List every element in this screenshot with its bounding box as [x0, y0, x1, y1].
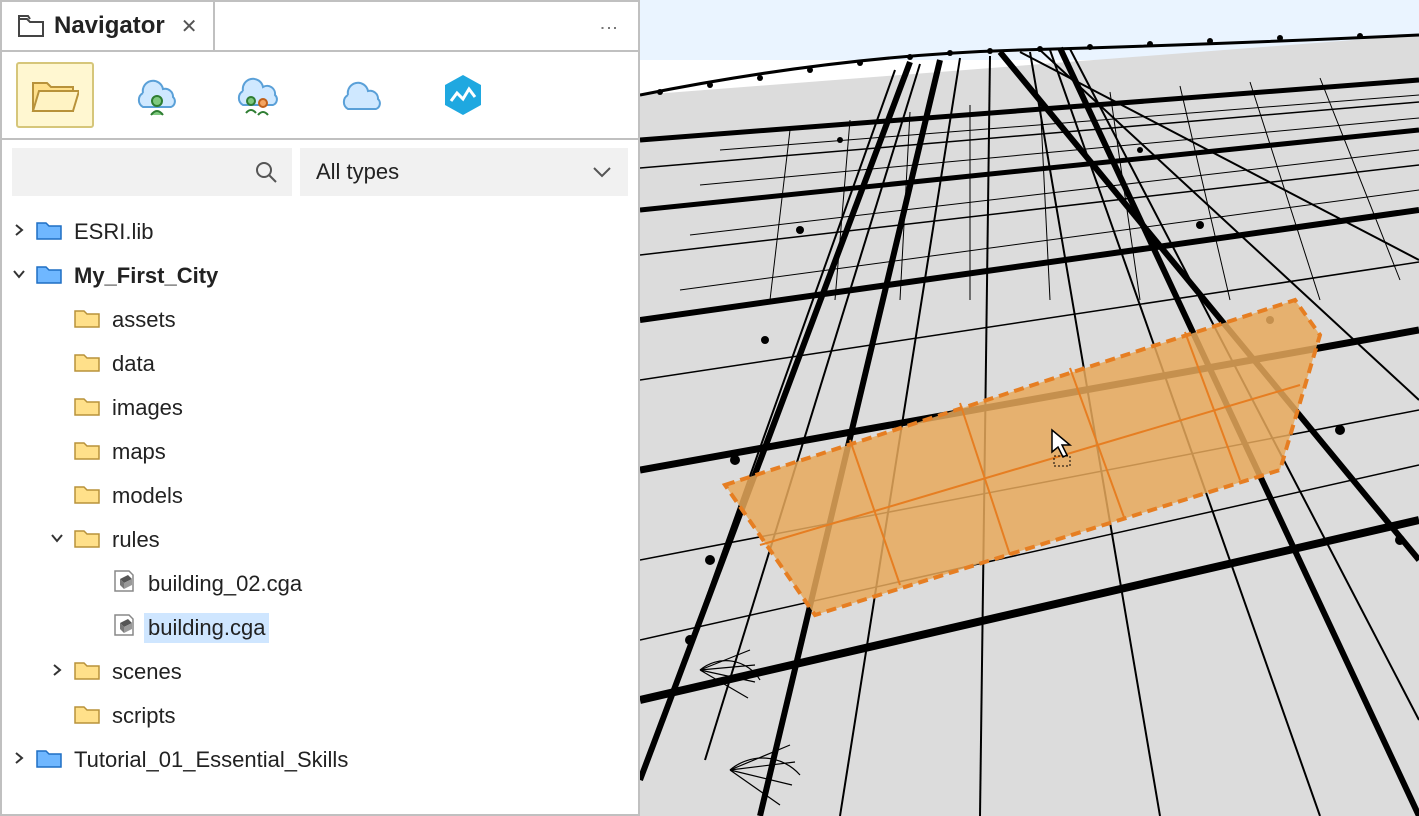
- tree-item-tutorial-01-essential-skills[interactable]: Tutorial_01_Essential_Skills: [10, 738, 630, 782]
- tree-item-images[interactable]: images: [10, 386, 630, 430]
- tree-label: models: [108, 481, 187, 511]
- tree-label: building.cga: [144, 613, 269, 643]
- tree-item-models[interactable]: models: [10, 474, 630, 518]
- cloud-person-button[interactable]: [118, 62, 196, 128]
- folder-yellow-icon: [74, 438, 100, 466]
- tab-title: Navigator: [54, 12, 165, 40]
- chevron-down-icon: [592, 165, 612, 179]
- tree-item-scripts[interactable]: scripts: [10, 694, 630, 738]
- folder-blue-icon: [36, 218, 62, 246]
- type-filter-label: All types: [316, 159, 399, 185]
- tree-item-building-cga[interactable]: building.cga: [10, 606, 630, 650]
- open-folder-icon: [31, 75, 79, 115]
- logo-icon: [441, 73, 485, 117]
- navigator-panel: Navigator ✕ ⋮ All types ESRI.libMy_First: [0, 0, 640, 816]
- toolbar: [2, 52, 638, 140]
- filter-row: All types: [2, 140, 638, 204]
- tab-menu-icon[interactable]: ⋮: [580, 19, 638, 33]
- tree-item-scenes[interactable]: scenes: [10, 650, 630, 694]
- tree-item-assets[interactable]: assets: [10, 298, 630, 342]
- tree-item-maps[interactable]: maps: [10, 430, 630, 474]
- tree-label: Tutorial_01_Essential_Skills: [70, 745, 352, 775]
- tree-item-esri-lib[interactable]: ESRI.lib: [10, 210, 630, 254]
- file-tree: ESRI.lib My_First_Cityassets data images map…: [2, 204, 638, 814]
- search-input[interactable]: [12, 148, 292, 196]
- tree-label: rules: [108, 525, 164, 555]
- expander-icon[interactable]: [10, 267, 28, 286]
- close-icon[interactable]: ✕: [181, 14, 198, 39]
- cloud-people-button[interactable]: [220, 62, 298, 128]
- open-folder-button[interactable]: [16, 62, 94, 128]
- navigator-tab[interactable]: Navigator ✕: [2, 2, 215, 50]
- folder-blue-icon: [36, 746, 62, 774]
- viewport-3d[interactable]: [640, 0, 1419, 816]
- tree-item-my-first-city[interactable]: My_First_City: [10, 254, 630, 298]
- tree-item-data[interactable]: data: [10, 342, 630, 386]
- type-filter-dropdown[interactable]: All types: [300, 148, 628, 196]
- folder-yellow-icon: [74, 526, 100, 554]
- tree-label: data: [108, 349, 159, 379]
- cga-icon: [112, 569, 136, 599]
- expander-icon[interactable]: [10, 223, 28, 242]
- folder-yellow-icon: [74, 702, 100, 730]
- tree-label: building_02.cga: [144, 569, 306, 599]
- folder-blue-icon: [36, 262, 62, 290]
- tree-item-rules[interactable]: rules: [10, 518, 630, 562]
- folder-yellow-icon: [74, 350, 100, 378]
- cga-icon: [112, 613, 136, 643]
- viewport-scene: [640, 0, 1419, 816]
- folder-yellow-icon: [74, 394, 100, 422]
- cloud-icon: [336, 77, 386, 113]
- tree-item-building-02-cga[interactable]: building_02.cga: [10, 562, 630, 606]
- cloud-button[interactable]: [322, 62, 400, 128]
- cloud-person-icon: [131, 73, 183, 117]
- tree-label: ESRI.lib: [70, 217, 157, 247]
- cloud-people-icon: [231, 73, 287, 117]
- folder-outline-icon: [18, 15, 44, 37]
- tree-label: images: [108, 393, 187, 423]
- tree-label: scenes: [108, 657, 186, 687]
- tab-bar: Navigator ✕ ⋮: [2, 2, 638, 52]
- expander-icon[interactable]: [48, 531, 66, 550]
- tree-label: assets: [108, 305, 180, 335]
- logo-button[interactable]: [424, 62, 502, 128]
- folder-yellow-icon: [74, 482, 100, 510]
- tree-label: My_First_City: [70, 261, 222, 291]
- search-icon: [254, 160, 278, 184]
- folder-yellow-icon: [74, 306, 100, 334]
- tree-label: maps: [108, 437, 170, 467]
- expander-icon[interactable]: [48, 663, 66, 682]
- folder-yellow-icon: [74, 658, 100, 686]
- tree-label: scripts: [108, 701, 180, 731]
- expander-icon[interactable]: [10, 751, 28, 770]
